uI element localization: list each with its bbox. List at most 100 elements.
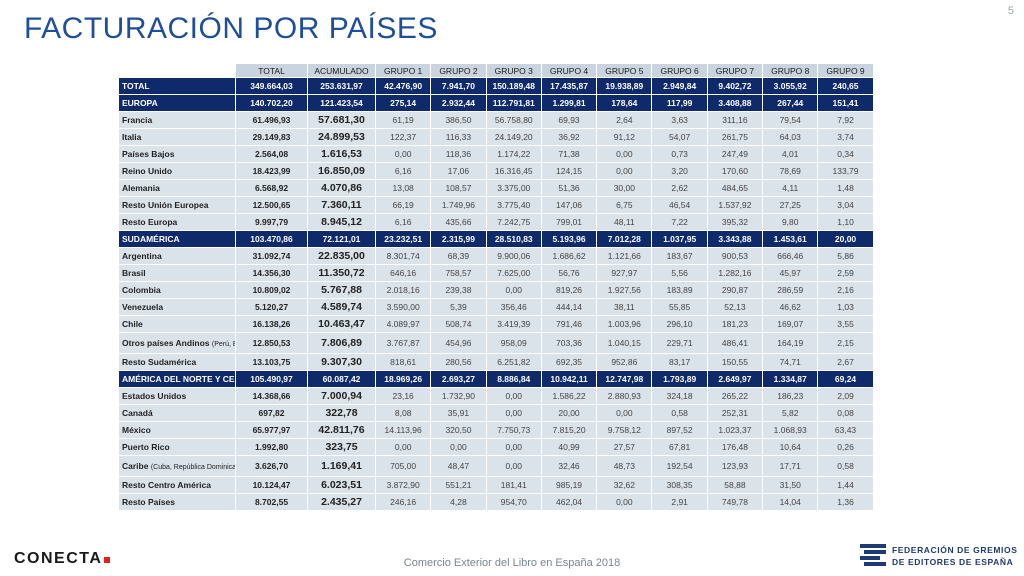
group-cell: 170,60: [706, 162, 764, 180]
group-cell: 6,16: [374, 162, 432, 180]
acumulado-cell: 60.087,42: [307, 370, 376, 388]
footer-caption: Comercio Exterior del Libro en España 20…: [403, 557, 621, 569]
group-cell: 7,92: [817, 111, 874, 129]
acumulado-cell: 16.850,09: [307, 162, 376, 180]
group-cell: 78,69: [762, 162, 819, 180]
row-label-text: Resto Unión Europea: [122, 200, 209, 210]
group-cell: 9.402,72: [706, 77, 764, 95]
group-cell: 1,36: [817, 493, 874, 511]
group-cell: 71,38: [540, 145, 598, 163]
group-cell: 666,46: [762, 247, 819, 265]
group-cell: 20,00: [817, 230, 874, 248]
country-row: Reino Unido 18.423,99 16.850,09 6,16 17,06 16…: [118, 162, 874, 180]
acumulado-cell: 22.835,00: [307, 247, 376, 265]
row-label: Canadá: [118, 404, 236, 422]
group-cell: 985,19: [540, 476, 598, 494]
row-label-text: Resto Países: [122, 497, 175, 507]
slide-title: FACTURACIÓN POR PAÍSES: [24, 12, 438, 45]
group-cell: 48,47: [430, 455, 487, 477]
conecta-logo-text: CONECTA: [14, 550, 103, 567]
country-row: Venezuela 5.120,27 4.589,74 3.590,00 5,39 356…: [118, 298, 874, 316]
group-cell: 17,06: [430, 162, 487, 180]
column-header: GRUPO 2: [430, 63, 487, 78]
country-row: México 65.977,97 42.811,76 14.113,96 320,50 7…: [118, 421, 874, 439]
group-cell: 5,56: [651, 264, 708, 282]
total-cell: 5.120,27: [235, 298, 308, 316]
group-cell: 2.018,16: [374, 281, 432, 299]
billing-by-country-table: TOTAL ACUMULADO GRUPO 1 GRUPO 2 GRUPO 3 …: [118, 63, 874, 511]
group-cell: 169,07: [762, 315, 819, 333]
group-cell: 0,34: [817, 145, 874, 163]
group-cell: 2.880,93: [596, 387, 653, 405]
group-cell: 17,71: [762, 455, 819, 477]
country-row: Resto Unión Europea 12.500,65 7.360,11 66,1…: [118, 196, 874, 214]
group-cell: 791,46: [540, 315, 598, 333]
group-cell: 267,44: [762, 94, 819, 112]
acumulado-cell: 323,75: [307, 438, 376, 456]
group-cell: 118,36: [430, 145, 487, 163]
federacion-line-2: DE EDITORES DE ESPAÑA: [892, 557, 1014, 567]
acumulado-cell: 7.360,11: [307, 196, 376, 214]
group-cell: 395,32: [706, 213, 764, 231]
group-cell: 0,00: [596, 404, 653, 422]
row-label-text: Colombia: [122, 285, 161, 295]
row-label-text: Caribe: [122, 461, 149, 471]
group-cell: 5,86: [817, 247, 874, 265]
row-label: Venezuela: [118, 298, 236, 316]
group-cell: 46,54: [651, 196, 708, 214]
row-label: Resto Unión Europea: [118, 196, 236, 214]
country-row: Brasil 14.356,30 11.350,72 646,16 758,57 7.62…: [118, 264, 874, 282]
group-cell: 954,70: [485, 493, 542, 511]
group-cell: 290,87: [706, 281, 764, 299]
group-cell: 0,00: [485, 387, 542, 405]
acumulado-cell: 72.121,01: [307, 230, 376, 248]
group-cell: 296,10: [651, 315, 708, 333]
group-cell: 14,04: [762, 493, 819, 511]
column-header: GRUPO 1: [374, 63, 432, 78]
row-label: Otros países Andinos (Perú, Bolivia): [118, 332, 236, 354]
row-label: Resto Centro América: [118, 476, 236, 494]
total-cell: 8.702,55: [235, 493, 308, 511]
group-cell: 3.590,00: [374, 298, 432, 316]
group-cell: 1,44: [817, 476, 874, 494]
row-label-text: Puerto Rico: [122, 442, 170, 452]
acumulado-cell: 42.811,76: [307, 421, 376, 439]
group-cell: 64,03: [762, 128, 819, 146]
group-cell: 181,23: [706, 315, 764, 333]
group-cell: 444,14: [540, 298, 598, 316]
group-cell: 186,23: [762, 387, 819, 405]
group-cell: 1.537,92: [706, 196, 764, 214]
logo-dot-icon: [104, 557, 111, 563]
total-cell: 1.992,80: [235, 438, 308, 456]
group-cell: 14.113,96: [374, 421, 432, 439]
row-label: EUROPA: [118, 94, 236, 112]
country-row: Estados Unidos 14.368,66 7.000,94 23,16 1.73…: [118, 387, 874, 405]
group-cell: 48,73: [596, 455, 653, 477]
group-cell: 758,57: [430, 264, 487, 282]
group-cell: 27,57: [596, 438, 653, 456]
row-label-text: Estados Unidos: [122, 391, 187, 401]
row-label: Caribe (Cuba, República Dominicana): [118, 455, 236, 477]
group-cell: 2,64: [596, 111, 653, 129]
group-cell: 124,15: [540, 162, 598, 180]
group-cell: 42.476,90: [374, 77, 432, 95]
total-cell: 65.977,97: [235, 421, 308, 439]
group-cell: 32,46: [540, 455, 598, 477]
acumulado-cell: 11.350,72: [307, 264, 376, 282]
total-cell: 14.368,66: [235, 387, 308, 405]
group-cell: 7.815,20: [540, 421, 598, 439]
row-label-text: SUDAMÉRICA: [122, 234, 180, 244]
group-cell: 261,75: [706, 128, 764, 146]
group-cell: 7.625,00: [485, 264, 542, 282]
group-cell: 9.900,06: [485, 247, 542, 265]
group-cell: 56,76: [540, 264, 598, 282]
group-cell: 1.793,89: [651, 370, 708, 388]
group-cell: 4,11: [762, 179, 819, 197]
group-cell: 91,12: [596, 128, 653, 146]
total-cell: 2.564,08: [235, 145, 308, 163]
region-row: SUDAMÉRICA 103.470,86 72.121,01 23.232,51 2.…: [118, 230, 874, 248]
group-cell: 13,08: [374, 179, 432, 197]
total-cell: 9.997,79: [235, 213, 308, 231]
row-label-text: Italia: [122, 132, 142, 142]
group-cell: 48,11: [596, 213, 653, 231]
